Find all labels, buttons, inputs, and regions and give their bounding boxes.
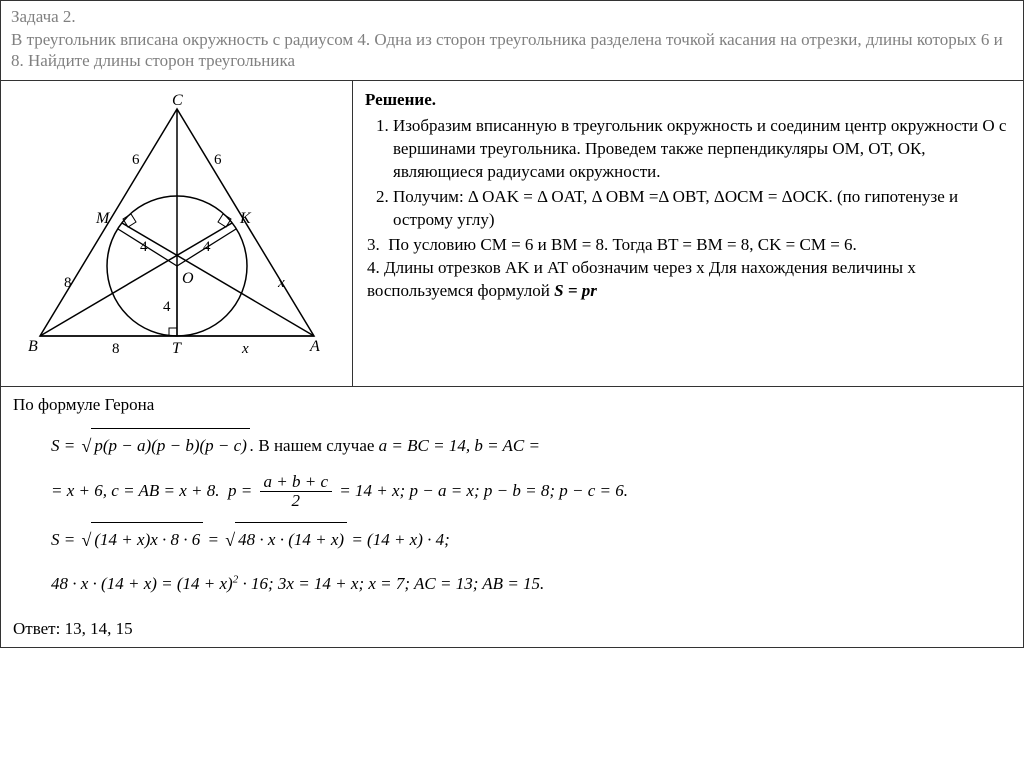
step-4-text: Длины отрезков AK и AT обозначим через x… — [367, 258, 916, 300]
heron-section: По формуле Герона S = p(p − a)(p − b)(p … — [1, 387, 1023, 647]
step-3-text: По условию CM = 6 и BM = 8. Тогда BT = B… — [388, 235, 857, 254]
solution-steps: Изобразим вписанную в треугольник окружн… — [365, 115, 1011, 232]
label-6l: 6 — [132, 152, 140, 168]
label-4l: 4 — [140, 239, 148, 255]
step-2: Получим: Δ OAK = Δ OAT, Δ OBM =Δ OBT, ΔO… — [393, 186, 1011, 232]
document-frame: Задача 2. В треугольник вписана окружнос… — [0, 0, 1024, 648]
figure-solution-row: C B A M K T O 6 6 8 8 4 4 — [1, 81, 1023, 387]
problem-text: В треугольник вписана окружность с радиу… — [11, 29, 1013, 72]
label-6r: 6 — [214, 152, 222, 168]
problem-section: Задача 2. В треугольник вписана окружнос… — [1, 1, 1023, 81]
step-4: 4. Длины отрезков AK и AT обозначим чере… — [367, 257, 1011, 303]
step-1: Изобразим вписанную в треугольник окружн… — [393, 115, 1011, 184]
formula-line-1: S = p(p − a)(p − b)(p − c). В нашем случ… — [51, 427, 1011, 463]
label-M: M — [95, 210, 111, 227]
label-B: B — [28, 338, 38, 355]
step-3: 3. По условию CM = 6 и BM = 8. Тогда BT … — [367, 234, 1011, 257]
label-A: A — [309, 338, 320, 355]
triangle-inscribed-circle-diagram: C B A M K T O 6 6 8 8 4 4 — [22, 91, 332, 376]
label-8l: 8 — [64, 275, 72, 291]
label-O: O — [182, 270, 194, 287]
label-C: C — [172, 92, 183, 109]
problem-title: Задача 2. — [11, 7, 1013, 27]
label-4r: 4 — [203, 239, 211, 255]
label-xb: x — [241, 341, 249, 357]
heron-text-1: В нашем случае — [258, 436, 374, 455]
solution-cell: Решение. Изобразим вписанную в треугольн… — [353, 81, 1023, 386]
formula-block: S = p(p − a)(p − b)(p − c). В нашем случ… — [51, 427, 1011, 601]
label-8b: 8 — [112, 341, 120, 357]
step-4-formula: S = pr — [554, 281, 597, 300]
label-xr: x — [277, 275, 285, 291]
formula-line-3: S = (14 + x)x · 8 · 6 = 48 · x · (14 + x… — [51, 521, 1011, 557]
heron-title: По формуле Герона — [13, 395, 1011, 415]
figure-cell: C B A M K T O 6 6 8 8 4 4 — [1, 81, 353, 386]
answer: Ответ: 13, 14, 15 — [13, 619, 1011, 639]
formula-line-2: = x + 6, c = AB = x + 8. p = a + b + c2 … — [51, 473, 1011, 511]
label-T: T — [172, 340, 182, 357]
label-4b: 4 — [163, 299, 171, 315]
solution-title: Решение. — [365, 89, 1011, 112]
formula-line-4: 48 · x · (14 + x) = (14 + x)2 · 16; 3x =… — [51, 567, 1011, 601]
label-K: K — [239, 210, 252, 227]
